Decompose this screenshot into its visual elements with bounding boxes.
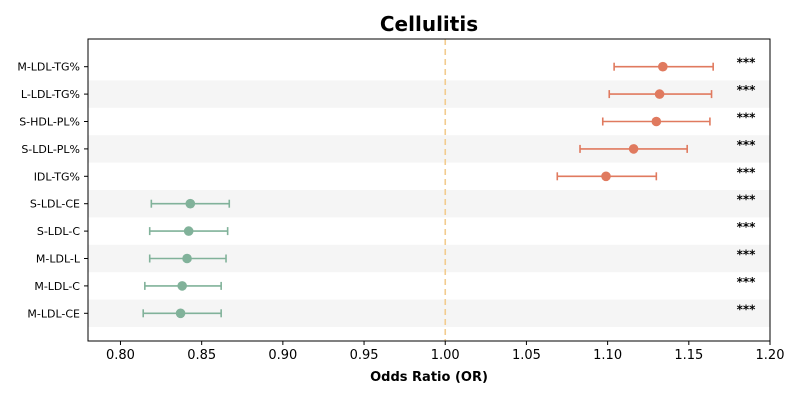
significance-label: *** (737, 302, 757, 316)
significance-label: *** (737, 56, 757, 70)
chart-title: Cellulitis (380, 12, 478, 36)
x-tick-label: 0.85 (187, 348, 216, 363)
x-tick-label: 0.90 (268, 348, 297, 363)
y-tick-label: M-LDL-CE (27, 307, 80, 320)
x-tick-label: 0.95 (350, 348, 379, 363)
x-tick-label: 1.05 (512, 348, 541, 363)
y-tick-label: IDL-TG% (34, 170, 80, 183)
or-point (177, 281, 187, 291)
plot-area: M-LDL-TG% *** L-LDL-TG% *** S-HDL-PL% *** S-LD… (17, 38, 785, 363)
significance-label: *** (737, 111, 757, 125)
x-tick-label: 0.80 (106, 348, 135, 363)
or-point (651, 116, 662, 127)
x-tick-label: 1.20 (756, 348, 785, 363)
significance-label: *** (737, 193, 757, 207)
significance-label: *** (737, 83, 757, 97)
x-tick-label: 1.10 (593, 348, 622, 363)
y-tick-label: L-LDL-TG% (21, 88, 80, 101)
or-point (182, 253, 192, 264)
y-tick-label: M-LDL-C (34, 280, 80, 293)
significance-label: *** (737, 275, 757, 289)
y-tick-label: S-LDL-C (37, 225, 80, 238)
or-point (185, 198, 196, 209)
y-tick-label: S-LDL-PL% (21, 143, 80, 156)
y-tick-label: S-HDL-PL% (19, 116, 80, 129)
plot-frame (87, 38, 771, 342)
or-point (654, 89, 665, 99)
or-point (601, 171, 611, 182)
significance-label: *** (737, 138, 757, 152)
y-tick-label: S-LDL-CE (30, 198, 80, 211)
or-point (628, 144, 639, 154)
or-point (175, 308, 186, 319)
x-axis-label: Odds Ratio (OR) (370, 370, 488, 385)
significance-label: *** (737, 220, 757, 234)
y-tick-label: M-LDL-L (36, 253, 81, 266)
x-tick-label: 1.15 (674, 348, 703, 363)
or-point (658, 61, 668, 72)
x-tick-label: 1.00 (431, 348, 460, 363)
y-tick-label: M-LDL-TG% (17, 61, 80, 74)
significance-label: *** (737, 165, 757, 179)
significance-label: *** (737, 248, 757, 262)
or-point (183, 226, 194, 236)
